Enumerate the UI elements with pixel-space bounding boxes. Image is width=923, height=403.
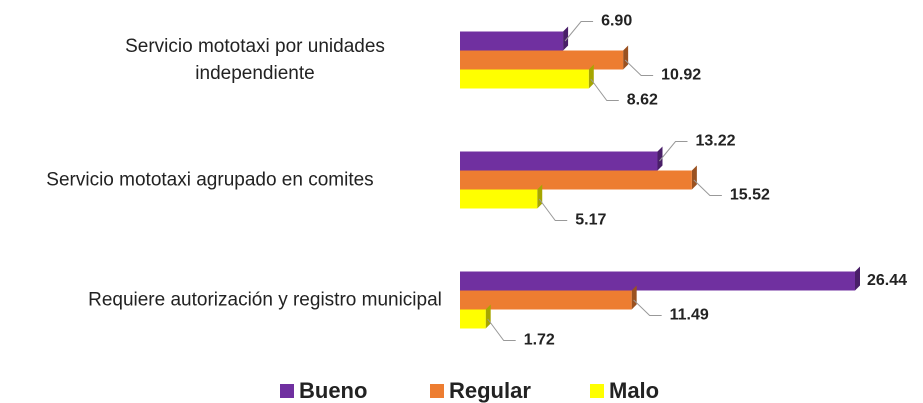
data-label: 10.92 [661,67,701,84]
bar [460,50,624,70]
legend-swatch [590,384,604,398]
bar [460,189,538,209]
legend-swatch [430,384,444,398]
data-label: 15.52 [730,187,770,204]
leader-line [693,179,722,196]
leader-line [564,21,594,42]
legend-label: Bueno [299,378,367,403]
bar-side [485,304,491,329]
leader-line [624,59,654,76]
data-label: 11.49 [670,307,709,324]
data-label: 6.90 [601,13,632,30]
leader-line [487,318,516,341]
data-label: 13.22 [696,133,736,150]
bar [460,290,632,310]
bar [460,31,564,51]
data-label: 5.17 [575,212,606,229]
leader-line [538,198,568,221]
leader-line [590,78,619,101]
bar [460,309,486,329]
legend-label: Regular [449,378,531,403]
bar-side [855,266,860,291]
leader-line [659,141,688,162]
category-label: Servicio mototaxi agrupado en comites [46,169,374,191]
bar [460,271,855,291]
data-label: 8.62 [627,92,658,109]
bar-side [657,146,663,171]
data-label: 26.44 [867,272,907,289]
bar-side [631,285,637,310]
leader-line [633,299,662,316]
bar [460,151,658,171]
legend-swatch [280,384,294,398]
bar-side [691,165,697,190]
bar-side [563,26,569,51]
category-label: Requiere autorización y registro municip… [88,289,442,311]
bar-side [537,184,543,209]
category-label: Servicio mototaxi por unidades independi… [125,36,385,84]
legend-label: Malo [609,378,659,403]
bar [460,69,589,89]
data-label: 1.72 [524,332,555,349]
bar-side [588,64,594,89]
bar-side [623,45,629,70]
bar [460,170,692,190]
